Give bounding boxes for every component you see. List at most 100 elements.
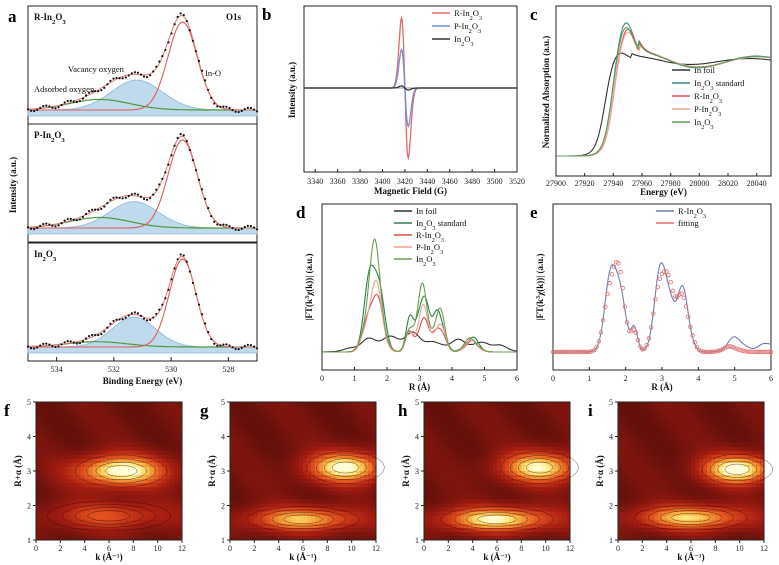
wavelet-cell xyxy=(642,495,647,500)
wavelet-cell xyxy=(674,511,680,517)
wavelet-x-tick-label: 4 xyxy=(471,544,475,553)
wavelet-cell xyxy=(686,406,692,411)
wavelet-cell xyxy=(533,414,538,419)
wavelet-cell xyxy=(505,450,510,456)
wavelet-cell xyxy=(646,499,651,504)
wavelet-cell xyxy=(444,499,449,504)
wavelet-cell xyxy=(448,438,453,443)
wavelet-cell xyxy=(549,442,555,448)
wavelet-cell xyxy=(52,483,57,488)
wavelet-cell xyxy=(351,450,357,456)
wavelet-cell xyxy=(274,410,280,415)
wavelet-cell xyxy=(76,511,82,517)
wavelet-cell xyxy=(286,499,292,504)
wavelet-cell xyxy=(117,479,122,484)
wavelet-x-tick-label: 10 xyxy=(154,544,162,553)
wavelet-cell xyxy=(137,442,142,448)
wavelet-cell xyxy=(238,475,243,480)
wavelet-cell xyxy=(476,442,482,448)
wavelet-cell xyxy=(121,450,126,456)
wavelet-cell xyxy=(444,519,449,525)
wavelet-cell xyxy=(497,426,502,431)
wavelet-cell xyxy=(460,418,465,423)
wavelet-cell xyxy=(359,418,365,423)
wavelet-cell xyxy=(537,458,543,464)
wavelet-cell xyxy=(169,471,175,476)
xanes-x-tick-label: 28020 xyxy=(718,179,738,188)
wavelet-cell xyxy=(339,430,344,435)
wavelet-cell xyxy=(464,442,470,448)
wavelet-cell xyxy=(686,475,692,480)
xps-x-label: Binding Energy (eV) xyxy=(103,376,183,386)
wavelet-cell xyxy=(436,531,441,537)
wavelet-cell xyxy=(339,515,344,521)
wavelet-cell xyxy=(173,495,179,500)
wavelet-cell xyxy=(339,402,344,407)
wavelet-cell xyxy=(343,531,349,537)
wavelet-cell xyxy=(351,515,357,521)
wavelet-cell xyxy=(278,430,284,435)
wavelet-cell xyxy=(488,442,494,448)
wavelet-cell xyxy=(96,491,102,496)
wavelet-cell xyxy=(238,483,243,488)
wavelet-cell xyxy=(541,462,547,468)
wavelet-x-tick-label: 6 xyxy=(107,544,111,553)
wavelet-cell xyxy=(618,414,623,419)
xps-data-point xyxy=(142,317,146,320)
wavelet-cell xyxy=(428,426,433,431)
wavelet-cell xyxy=(484,527,490,533)
wavelet-cell xyxy=(650,414,655,419)
wavelet-cell xyxy=(678,503,684,508)
wavelet-cell xyxy=(448,491,453,496)
wavelet-cell xyxy=(444,454,449,460)
wavelet-cell xyxy=(666,410,672,415)
wavelet-cell xyxy=(440,410,445,415)
wavelet-cell xyxy=(319,491,324,496)
wavelet-cell xyxy=(452,483,457,488)
xps-data-point xyxy=(246,106,249,109)
wavelet-cell xyxy=(363,402,369,407)
wavelet-cell xyxy=(529,483,534,488)
wavelet-cell xyxy=(464,483,470,488)
wavelet-cell xyxy=(335,430,340,435)
wavelet-cell xyxy=(48,523,53,529)
wavelet-cell xyxy=(307,487,312,492)
wavelet-cell xyxy=(165,483,171,488)
wavelet-cell xyxy=(488,499,494,504)
wavelet-cell xyxy=(242,515,247,521)
fit-marker xyxy=(733,346,739,351)
wavelet-cell xyxy=(270,426,276,431)
wavelet-cell xyxy=(650,515,655,521)
wavelet-cell xyxy=(282,466,288,472)
exafs-legend-label-label_mid: O xyxy=(697,206,703,216)
wavelet-cell xyxy=(327,499,332,504)
wavelet-cell xyxy=(282,499,288,504)
wavelet-cell xyxy=(56,487,61,492)
wavelet-cell xyxy=(80,410,86,415)
xps-data-point xyxy=(29,227,33,230)
wavelet-cell xyxy=(367,462,373,468)
fit-marker xyxy=(764,349,769,355)
wavelet-cell xyxy=(274,503,280,508)
wavelet-cell xyxy=(565,479,571,484)
wavelet-cell xyxy=(169,519,175,525)
xps-x-tick-label: 532 xyxy=(108,365,120,374)
wavelet-cell xyxy=(472,422,478,427)
wavelet-cell xyxy=(545,462,551,468)
wavelet-cell xyxy=(436,418,441,423)
wavelet-cell xyxy=(242,418,247,423)
wavelet-cell xyxy=(282,527,288,533)
wavelet-cell xyxy=(169,491,175,496)
wavelet-cell xyxy=(557,515,563,521)
wavelet-contour xyxy=(509,455,570,480)
wavelet-cell xyxy=(258,523,263,529)
wavelet-cell xyxy=(557,426,563,431)
wavelet-cell xyxy=(266,422,271,427)
wavelet-cell xyxy=(315,406,320,411)
wavelet-cell xyxy=(92,454,98,460)
xps-data-point xyxy=(57,106,60,109)
wavelet-cell xyxy=(72,499,77,504)
wavelet-cell xyxy=(359,462,365,468)
xps-data-point xyxy=(45,222,48,225)
wavelet-cell xyxy=(456,515,461,521)
